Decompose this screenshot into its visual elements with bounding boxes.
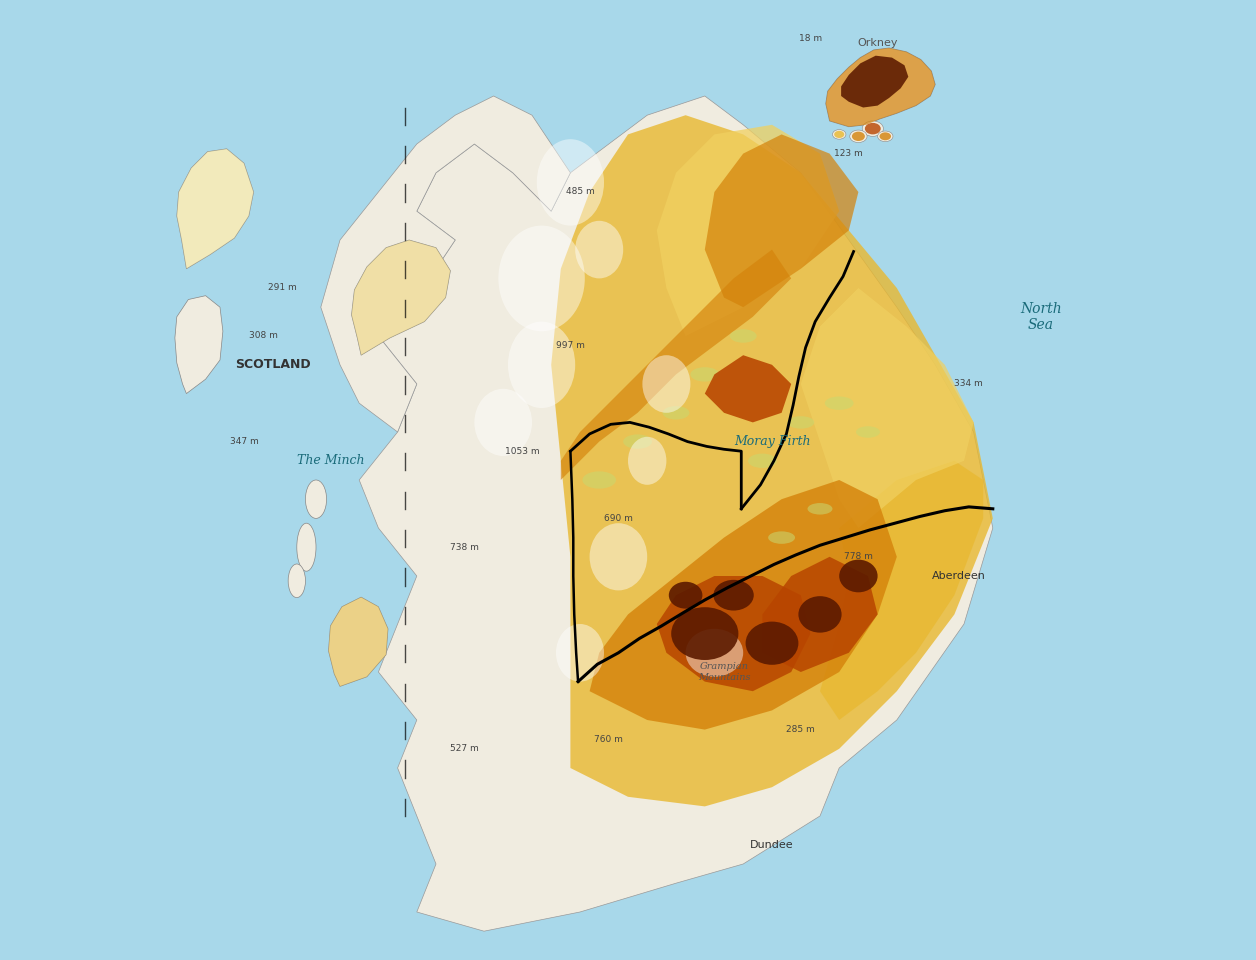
Ellipse shape bbox=[825, 396, 854, 410]
Ellipse shape bbox=[833, 130, 847, 139]
Ellipse shape bbox=[808, 503, 833, 515]
Ellipse shape bbox=[730, 329, 756, 343]
Polygon shape bbox=[842, 56, 908, 108]
Ellipse shape bbox=[691, 367, 720, 382]
Text: Dundee: Dundee bbox=[750, 840, 794, 850]
Polygon shape bbox=[359, 96, 992, 931]
Ellipse shape bbox=[834, 131, 844, 138]
Ellipse shape bbox=[850, 131, 867, 143]
Ellipse shape bbox=[589, 523, 647, 590]
Ellipse shape bbox=[296, 523, 317, 571]
Text: 527 m: 527 m bbox=[451, 744, 480, 754]
Text: 334 m: 334 m bbox=[955, 379, 983, 389]
Polygon shape bbox=[820, 461, 983, 720]
Text: 997 m: 997 m bbox=[556, 341, 585, 350]
Ellipse shape bbox=[865, 123, 880, 134]
Text: Grampian
Mountains: Grampian Mountains bbox=[698, 662, 750, 682]
Text: 760 m: 760 m bbox=[594, 734, 623, 744]
Ellipse shape bbox=[499, 226, 585, 331]
Polygon shape bbox=[329, 597, 388, 686]
Polygon shape bbox=[320, 96, 570, 432]
Polygon shape bbox=[825, 48, 936, 127]
Polygon shape bbox=[551, 115, 992, 806]
Text: 18 m: 18 m bbox=[799, 34, 821, 43]
Polygon shape bbox=[657, 576, 810, 691]
Ellipse shape bbox=[305, 480, 327, 518]
Ellipse shape bbox=[878, 132, 893, 142]
Ellipse shape bbox=[583, 471, 615, 489]
Text: 123 m: 123 m bbox=[834, 149, 863, 158]
Ellipse shape bbox=[288, 564, 305, 597]
Ellipse shape bbox=[862, 121, 883, 136]
Ellipse shape bbox=[536, 139, 604, 226]
Text: 778 m: 778 m bbox=[844, 552, 873, 562]
Text: Moray Firth: Moray Firth bbox=[734, 435, 810, 448]
Polygon shape bbox=[762, 557, 878, 672]
Ellipse shape bbox=[556, 624, 604, 682]
Polygon shape bbox=[352, 240, 451, 355]
Polygon shape bbox=[657, 125, 839, 336]
Text: 690 m: 690 m bbox=[604, 514, 633, 523]
Polygon shape bbox=[352, 240, 451, 355]
Ellipse shape bbox=[671, 608, 739, 660]
Text: SCOTLAND: SCOTLAND bbox=[235, 358, 310, 372]
Ellipse shape bbox=[852, 132, 865, 141]
Text: 285 m: 285 m bbox=[786, 725, 815, 734]
Ellipse shape bbox=[769, 532, 795, 544]
Text: 308 m: 308 m bbox=[249, 331, 278, 341]
Ellipse shape bbox=[857, 426, 880, 438]
Ellipse shape bbox=[799, 596, 842, 633]
Ellipse shape bbox=[879, 132, 891, 140]
Ellipse shape bbox=[575, 221, 623, 278]
Polygon shape bbox=[560, 250, 791, 480]
Polygon shape bbox=[177, 149, 254, 269]
Ellipse shape bbox=[642, 355, 691, 413]
Text: The Minch: The Minch bbox=[296, 454, 364, 468]
Polygon shape bbox=[825, 48, 936, 127]
Polygon shape bbox=[589, 480, 897, 730]
Ellipse shape bbox=[788, 417, 814, 428]
Text: Aberdeen: Aberdeen bbox=[932, 571, 986, 581]
Text: 1053 m: 1053 m bbox=[505, 446, 540, 456]
Polygon shape bbox=[705, 134, 858, 307]
Ellipse shape bbox=[475, 389, 533, 456]
Polygon shape bbox=[175, 296, 222, 394]
Text: North
Sea: North Sea bbox=[1020, 301, 1061, 332]
Ellipse shape bbox=[686, 629, 744, 677]
Ellipse shape bbox=[628, 437, 667, 485]
Ellipse shape bbox=[749, 453, 776, 468]
Text: 738 m: 738 m bbox=[451, 542, 480, 552]
Polygon shape bbox=[705, 355, 791, 422]
Polygon shape bbox=[329, 597, 388, 686]
Polygon shape bbox=[801, 288, 973, 528]
Text: Orkney: Orkney bbox=[858, 38, 898, 48]
Ellipse shape bbox=[746, 622, 799, 664]
Text: 347 m: 347 m bbox=[230, 437, 259, 446]
Ellipse shape bbox=[663, 406, 690, 420]
Ellipse shape bbox=[713, 580, 754, 611]
Ellipse shape bbox=[507, 322, 575, 408]
Ellipse shape bbox=[839, 560, 878, 592]
Text: 485 m: 485 m bbox=[565, 187, 594, 197]
Ellipse shape bbox=[623, 434, 652, 448]
Text: 291 m: 291 m bbox=[268, 283, 296, 293]
Ellipse shape bbox=[668, 582, 702, 609]
Polygon shape bbox=[177, 149, 254, 269]
